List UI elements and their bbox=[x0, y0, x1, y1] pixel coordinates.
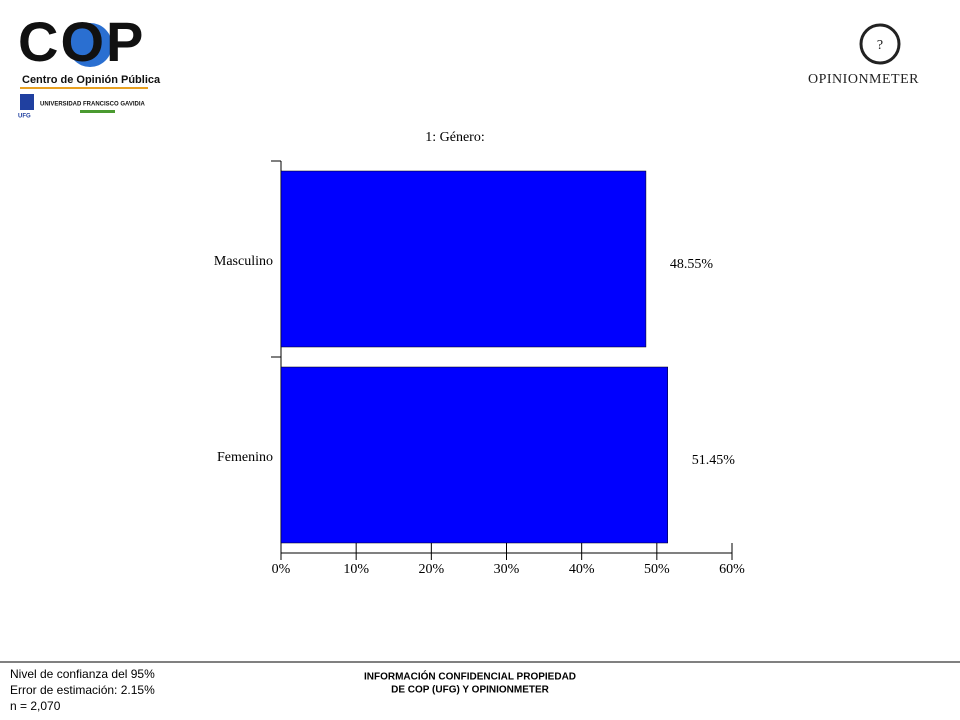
footer-note: n = 2,070 bbox=[10, 699, 61, 713]
value-label: 48.55% bbox=[670, 257, 714, 272]
x-tick-label: 50% bbox=[644, 562, 670, 577]
ufg-bar bbox=[80, 110, 115, 113]
ufg-shield bbox=[20, 94, 34, 110]
cop-name: Centro de Opinión Pública bbox=[22, 74, 161, 86]
university: UNIVERSIDAD FRANCISCO GAVIDIA bbox=[40, 102, 146, 108]
x-tick-label: 60% bbox=[719, 562, 745, 577]
chart-title: 1: Género: bbox=[425, 130, 484, 145]
om-circle bbox=[859, 23, 901, 65]
footer-confidential: DE COP (UFG) Y OPINIONMETER bbox=[391, 685, 550, 696]
cop-logo: COP Centro de Opinión Pública UFG UNIVER… bbox=[18, 10, 161, 120]
x-tick-label: 20% bbox=[418, 562, 444, 577]
om-logo: OPINIONMETER bbox=[808, 72, 919, 87]
bar bbox=[280, 366, 668, 544]
bar bbox=[280, 170, 647, 348]
x-tick-label: 30% bbox=[494, 562, 520, 577]
footer-note: Error de estimación: 2.15% bbox=[10, 683, 155, 697]
x-tick-label: 10% bbox=[343, 562, 369, 577]
globe bbox=[68, 23, 112, 67]
om-icon: ? bbox=[877, 38, 883, 53]
footer-confidential: INFORMACIÓN CONFIDENCIAL PROPIEDAD bbox=[364, 670, 576, 683]
opinionmeter-logo: ? OPINIONMETER bbox=[808, 23, 919, 87]
x-tick-label: 0% bbox=[272, 562, 291, 577]
category-label: Femenino bbox=[217, 450, 273, 465]
x-tick-label: 40% bbox=[569, 562, 595, 577]
value-label: 51.45% bbox=[692, 453, 736, 468]
footer-note: Nivel de confianza del 95% bbox=[10, 667, 155, 681]
cop-logo-text: COP bbox=[18, 10, 145, 73]
ufg-short: UFG bbox=[18, 114, 31, 120]
category-label: Masculino bbox=[214, 254, 273, 269]
